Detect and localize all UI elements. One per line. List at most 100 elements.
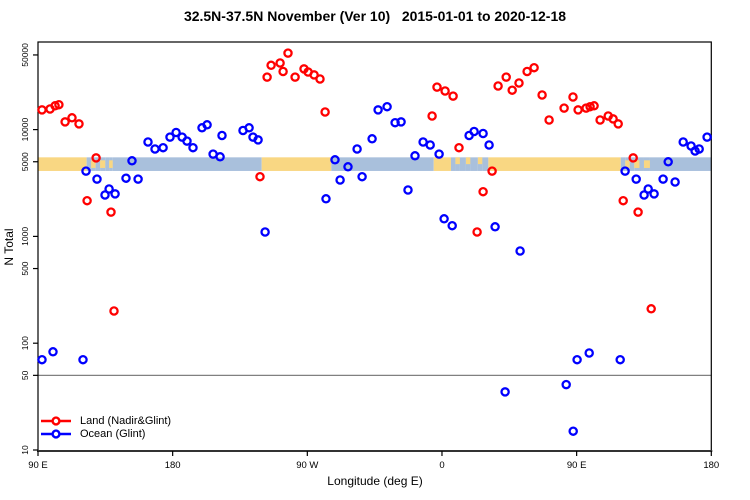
- data-point: [91, 153, 101, 163]
- y-tick-label: 50: [20, 370, 30, 380]
- data-point: [432, 82, 442, 92]
- y-tick-label: 500: [20, 261, 30, 275]
- data-point: [618, 195, 628, 206]
- band-segment-ocean: [620, 157, 626, 171]
- legend-item-land: Land (Nadir&Glint): [40, 414, 171, 427]
- data-point: [585, 101, 595, 112]
- data-point: [109, 306, 119, 316]
- data-point: [568, 426, 578, 436]
- data-point: [373, 105, 383, 115]
- band-segment-ocean: [649, 157, 712, 171]
- data-point: [37, 354, 47, 365]
- band-segment-ocean: [95, 157, 101, 171]
- data-point: [484, 140, 494, 150]
- data-point: [573, 105, 583, 115]
- y-tick-label: 100: [20, 336, 30, 350]
- x-tick-label: 90 E: [567, 460, 587, 471]
- data-point: [643, 184, 653, 194]
- data-point: [537, 90, 547, 100]
- data-point: [507, 85, 517, 95]
- band-segment-ocean: [459, 157, 466, 171]
- data-point: [628, 153, 638, 163]
- data-point: [493, 81, 503, 91]
- band-segment-ocean: [629, 157, 635, 171]
- data-point: [82, 195, 92, 206]
- data-point: [133, 174, 143, 184]
- data-point: [182, 136, 192, 146]
- data-point: [396, 117, 406, 127]
- data-point: [658, 174, 668, 184]
- band-segment-ocean: [86, 157, 92, 171]
- data-point: [127, 156, 137, 166]
- data-point: [448, 91, 458, 101]
- data-point: [439, 214, 449, 224]
- data-point: [425, 140, 435, 150]
- data-point: [663, 157, 673, 167]
- land-ocean-band: [38, 157, 712, 171]
- data-point: [500, 387, 510, 397]
- y-tick-label: 10: [20, 445, 30, 455]
- x-tick-label: 90 E: [28, 460, 48, 471]
- y-tick-label: 1000: [20, 227, 30, 246]
- band-segment-land: [109, 160, 113, 168]
- data-point: [158, 142, 168, 153]
- data-point: [321, 194, 331, 204]
- data-point: [60, 117, 70, 127]
- data-point: [202, 120, 212, 130]
- land-series: [37, 48, 656, 316]
- data-point: [367, 134, 377, 144]
- data-point: [278, 66, 288, 77]
- data-point: [501, 72, 511, 82]
- band-segment-ocean: [482, 157, 489, 171]
- data-point: [78, 354, 88, 365]
- data-point: [104, 184, 114, 194]
- data-point: [410, 151, 420, 161]
- data-point: [121, 173, 131, 183]
- data-point: [639, 190, 649, 200]
- data-point: [266, 60, 276, 71]
- data-point: [522, 66, 532, 77]
- data-point: [544, 115, 554, 125]
- band-segment-ocean: [639, 157, 644, 171]
- x-axis-label: Longitude (deg E): [327, 474, 423, 488]
- data-point: [515, 246, 525, 256]
- chart-title: 32.5N-37.5N November (Ver 10) 2015-01-01…: [183, 8, 567, 24]
- data-point: [215, 152, 225, 162]
- data-point: [81, 166, 91, 176]
- data-point: [244, 123, 254, 133]
- data-point: [92, 174, 102, 184]
- data-point: [48, 347, 58, 357]
- data-point: [702, 132, 712, 142]
- data-point: [568, 92, 578, 102]
- band-segment-land: [261, 157, 332, 171]
- data-point: [649, 189, 659, 199]
- band-segment-land: [488, 157, 621, 171]
- data-point: [478, 186, 488, 197]
- data-point: [613, 119, 623, 129]
- data-point: [165, 132, 175, 142]
- data-point: [253, 135, 263, 145]
- data-point: [150, 144, 160, 154]
- data-point: [100, 190, 110, 200]
- legend-label-ocean: Ocean (Glint): [80, 427, 146, 440]
- band-segment-ocean: [331, 157, 434, 171]
- data-point: [440, 86, 450, 96]
- band-segment-ocean: [112, 157, 262, 171]
- band-segment-land: [91, 160, 96, 168]
- data-point: [469, 126, 479, 137]
- data-point: [633, 207, 643, 217]
- data-point: [188, 142, 198, 153]
- data-point: [490, 222, 500, 232]
- data-point: [217, 130, 227, 141]
- data-point: [584, 348, 594, 358]
- data-point: [608, 114, 618, 124]
- data-point: [694, 144, 704, 154]
- y-tick-label: 50000: [20, 43, 30, 67]
- data-point: [478, 128, 488, 139]
- data-point: [106, 207, 116, 217]
- data-point: [255, 171, 265, 182]
- data-point: [315, 74, 325, 84]
- data-point: [171, 127, 181, 138]
- data-point: [678, 137, 688, 147]
